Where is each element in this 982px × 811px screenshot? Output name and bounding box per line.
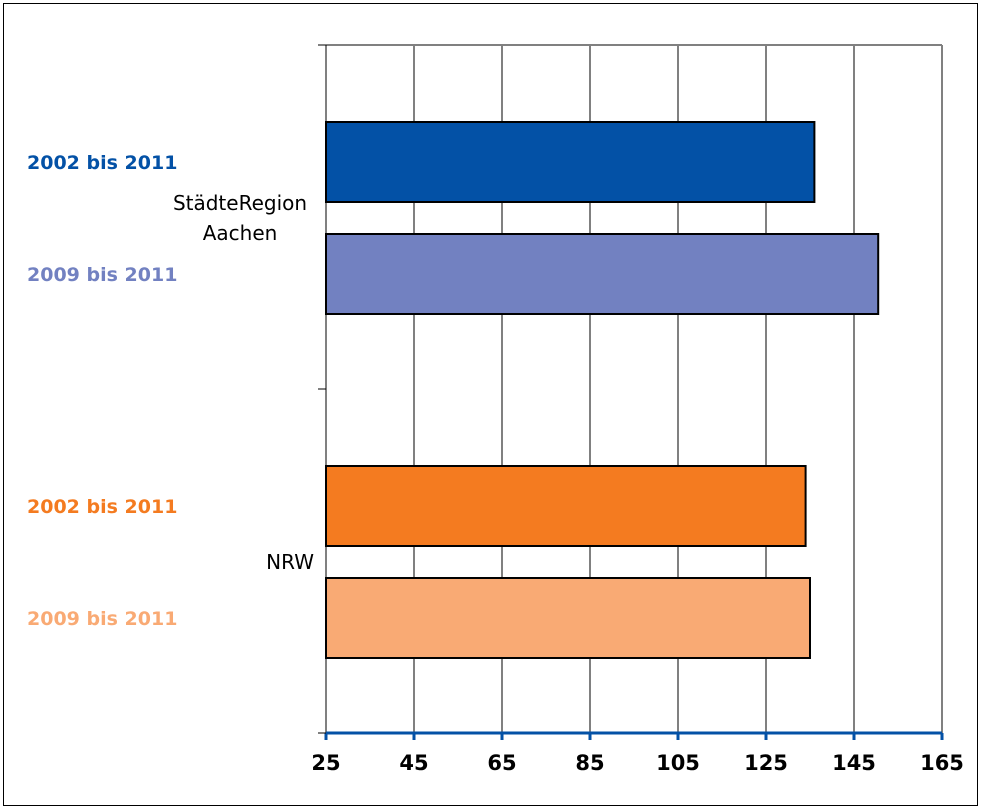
category-label: StädteRegion [173,191,307,215]
bar [325,577,811,659]
series-label: 2009 bis 2011 [27,264,177,286]
chart-frame [3,3,978,806]
bar [325,233,880,315]
x-tick-label: 25 [311,751,340,775]
labels: 25 45 65 85 105 125 145 165 2002 bis 2011 2009 bi… [27,152,964,775]
series-label: 2002 bis 2011 [27,152,177,174]
bars [325,121,880,659]
series-label: 2002 bis 2011 [27,496,177,518]
series-label: 2009 bis 2011 [27,608,177,630]
x-tick-label: 45 [399,751,428,775]
x-tick-label: 85 [575,751,604,775]
x-tick-label: 125 [744,751,788,775]
x-tick-label: 145 [832,751,876,775]
x-tick-label: 65 [487,751,516,775]
category-label: NRW [266,550,314,574]
axes [318,44,944,740]
x-tick-label: 105 [656,751,700,775]
bar [325,465,807,547]
x-tick-label: 165 [920,751,964,775]
category-label: Aachen [203,221,278,245]
bar [325,121,816,203]
